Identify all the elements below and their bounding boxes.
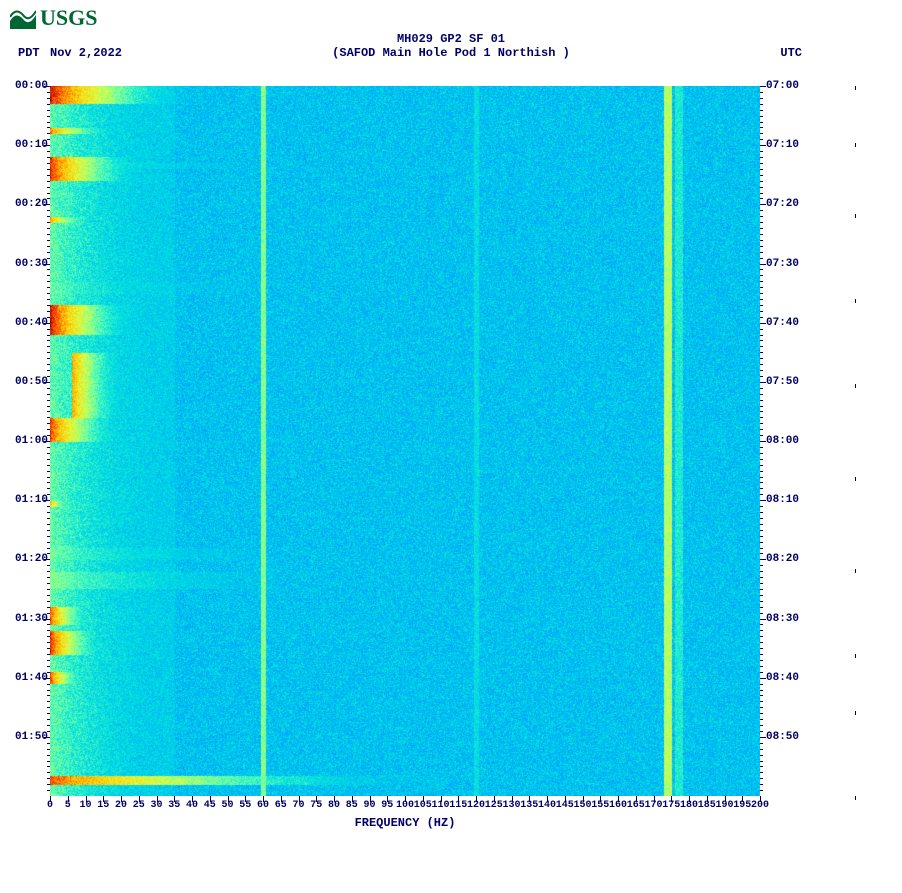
- y-left-tick-label: 00:00: [10, 80, 48, 92]
- spectrogram-plot: [50, 86, 760, 796]
- x-tick-label: 30: [150, 800, 162, 811]
- x-tick-label: 160: [609, 800, 627, 811]
- x-tick-label: 90: [363, 800, 375, 811]
- y-left-tick-label: 01:20: [10, 553, 48, 565]
- x-tick-label: 135: [520, 800, 538, 811]
- x-tick-label: 170: [644, 800, 662, 811]
- tz-right-label: UTC: [780, 46, 802, 60]
- y-right-tick-label: 08:50: [766, 731, 806, 743]
- y-right-tick-label: 07:00: [766, 80, 806, 92]
- x-tick-label: 110: [431, 800, 449, 811]
- x-tick-label: 185: [698, 800, 716, 811]
- y-right-tick-label: 08:40: [766, 672, 806, 684]
- x-axis-labels: 0510152025303540455055606570758085909510…: [50, 800, 760, 814]
- y-right-tick-label: 07:40: [766, 317, 806, 329]
- x-tick-label: 0: [47, 800, 53, 811]
- x-tick-label: 100: [396, 800, 414, 811]
- x-tick-label: 150: [573, 800, 591, 811]
- spectrogram-canvas: [50, 86, 760, 796]
- chart-subtitle: (SAFOD Main Hole Pod 1 Northish ): [0, 46, 902, 60]
- x-tick-label: 200: [751, 800, 769, 811]
- x-tick-label: 65: [275, 800, 287, 811]
- y-left-tick-label: 01:40: [10, 672, 48, 684]
- date-label: Nov 2,2022: [50, 46, 122, 60]
- chart-header-row: PDT Nov 2,2022 (SAFOD Main Hole Pod 1 No…: [0, 46, 902, 60]
- x-tick-label: 15: [97, 800, 109, 811]
- x-tick-label: 20: [115, 800, 127, 811]
- x-tick-label: 130: [502, 800, 520, 811]
- y-right-tick-label: 07:30: [766, 258, 806, 270]
- chart-title-row: MH029 GP2 SF 01: [0, 32, 902, 46]
- x-tick-label: 165: [627, 800, 645, 811]
- x-tick-label: 190: [715, 800, 733, 811]
- x-tick-label: 10: [79, 800, 91, 811]
- x-tick-label: 155: [591, 800, 609, 811]
- y-left-tick-label: 00:50: [10, 376, 48, 388]
- y-left-tick-label: 01:50: [10, 731, 48, 743]
- y-left-tick-label: 00:20: [10, 198, 48, 210]
- y-left-tick-label: 01:00: [10, 435, 48, 447]
- y-right-tick-label: 08:00: [766, 435, 806, 447]
- y-left-tick-label: 00:10: [10, 139, 48, 151]
- y-left-tick-label: 00:40: [10, 317, 48, 329]
- usgs-wave-icon: [10, 7, 36, 29]
- x-tick-label: 55: [239, 800, 251, 811]
- y-right-tick-label: 08:30: [766, 613, 806, 625]
- x-tick-label: 140: [538, 800, 556, 811]
- x-tick-label: 85: [346, 800, 358, 811]
- x-tick-label: 175: [662, 800, 680, 811]
- x-tick-label: 120: [467, 800, 485, 811]
- x-tick-label: 80: [328, 800, 340, 811]
- x-tick-label: 75: [310, 800, 322, 811]
- y-axis-right-labels: 07:0007:1007:2007:3007:4007:5008:0008:10…: [766, 86, 806, 796]
- x-tick-label: 125: [485, 800, 503, 811]
- x-tick-label: 180: [680, 800, 698, 811]
- y-right-tick-label: 07:50: [766, 376, 806, 388]
- y-left-tick-label: 01:30: [10, 613, 48, 625]
- tz-left-label: PDT: [18, 46, 40, 60]
- x-tick-label: 35: [168, 800, 180, 811]
- x-tick-label: 70: [292, 800, 304, 811]
- y-right-tick-label: 08:10: [766, 494, 806, 506]
- y-left-tick-label: 01:10: [10, 494, 48, 506]
- x-tick-label: 145: [556, 800, 574, 811]
- x-tick-label: 95: [381, 800, 393, 811]
- x-tick-label: 50: [221, 800, 233, 811]
- y-left-tick-label: 00:30: [10, 258, 48, 270]
- chart-title: MH029 GP2 SF 01: [397, 32, 505, 46]
- x-tick-label: 5: [65, 800, 71, 811]
- x-tick-label: 40: [186, 800, 198, 811]
- y-right-tick-label: 07:10: [766, 139, 806, 151]
- y-axis-left-labels: 00:0000:1000:2000:3000:4000:5001:0001:10…: [10, 86, 48, 796]
- colorbar-ticks: [856, 86, 864, 796]
- usgs-logo-text: USGS: [40, 5, 97, 31]
- x-tick-label: 115: [449, 800, 467, 811]
- x-tick-label: 60: [257, 800, 269, 811]
- x-tick-label: 105: [414, 800, 432, 811]
- y-right-tick-label: 08:20: [766, 553, 806, 565]
- x-tick-label: 45: [204, 800, 216, 811]
- y-right-tick-label: 07:20: [766, 198, 806, 210]
- x-axis-title: FREQUENCY (HZ): [50, 816, 760, 830]
- x-tick-label: 195: [733, 800, 751, 811]
- usgs-logo: USGS: [10, 5, 97, 31]
- x-tick-label: 25: [133, 800, 145, 811]
